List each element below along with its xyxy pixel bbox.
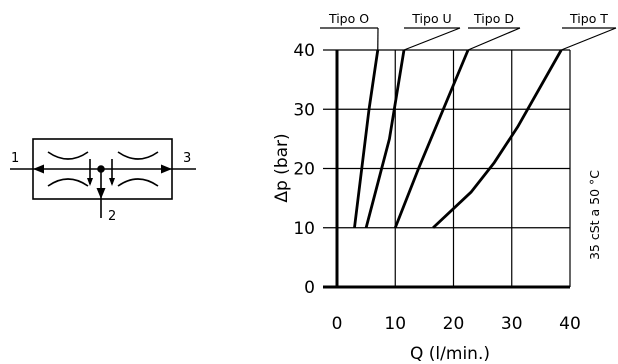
throttle-right-top-icon: [117, 151, 159, 160]
outlet-arrow-icon: [161, 164, 172, 174]
series-label: Tipo O: [328, 11, 369, 26]
port-1-label: 1: [11, 151, 19, 166]
port-3-label: 3: [183, 151, 191, 166]
check-right-arrow-icon: [109, 178, 115, 186]
chart-series: [353, 49, 563, 229]
y-tick-label: 20: [293, 160, 315, 180]
series-labels: Tipo O Tipo U Tipo D Tipo T: [320, 11, 617, 51]
throttle-right-bottom-icon: [117, 178, 159, 187]
conditions-note: 35 cSt a 50 °C: [587, 170, 602, 260]
valve-schematic: [10, 138, 196, 218]
throttle-left-bottom-icon: [47, 178, 89, 187]
series-label: Tipo U: [411, 11, 451, 26]
y-tick-label: 0: [304, 278, 315, 298]
x-tick-labels: 0 10 20 30 40: [332, 314, 581, 334]
port-2-label: 2: [108, 209, 116, 224]
series-leader-line: [403, 27, 461, 51]
y-tick-label: 30: [293, 100, 315, 120]
x-tick-label: 10: [384, 314, 406, 334]
chart-axes: [323, 50, 570, 289]
x-tick-label: 20: [443, 314, 465, 334]
check-left-arrow-icon: [87, 178, 93, 186]
series-label: Tipo T: [569, 11, 608, 26]
series-line-tipo-o: [353, 49, 380, 228]
bypass-arrow-icon: [96, 188, 106, 199]
series-line-tipo-t: [432, 49, 563, 229]
y-axis-label: Δp (bar): [272, 133, 292, 202]
series-label: Tipo D: [473, 11, 514, 26]
series-leader-line: [467, 27, 521, 51]
y-tick-label: 10: [293, 219, 315, 239]
inlet-arrow-icon: [33, 164, 44, 174]
throttle-left-top-icon: [47, 151, 89, 160]
y-tick-labels: 0 10 20 30 40: [293, 41, 315, 298]
series-line-tipo-d: [393, 49, 470, 229]
chart-grid: [323, 49, 571, 287]
series-leader-line: [561, 27, 617, 51]
x-axis-label: Q (l/min.): [410, 344, 490, 364]
series-line-tipo-u: [364, 49, 406, 229]
y-tick-label: 40: [293, 41, 315, 61]
x-tick-label: 0: [332, 314, 343, 334]
x-tick-label: 40: [559, 314, 581, 334]
x-tick-label: 30: [501, 314, 523, 334]
